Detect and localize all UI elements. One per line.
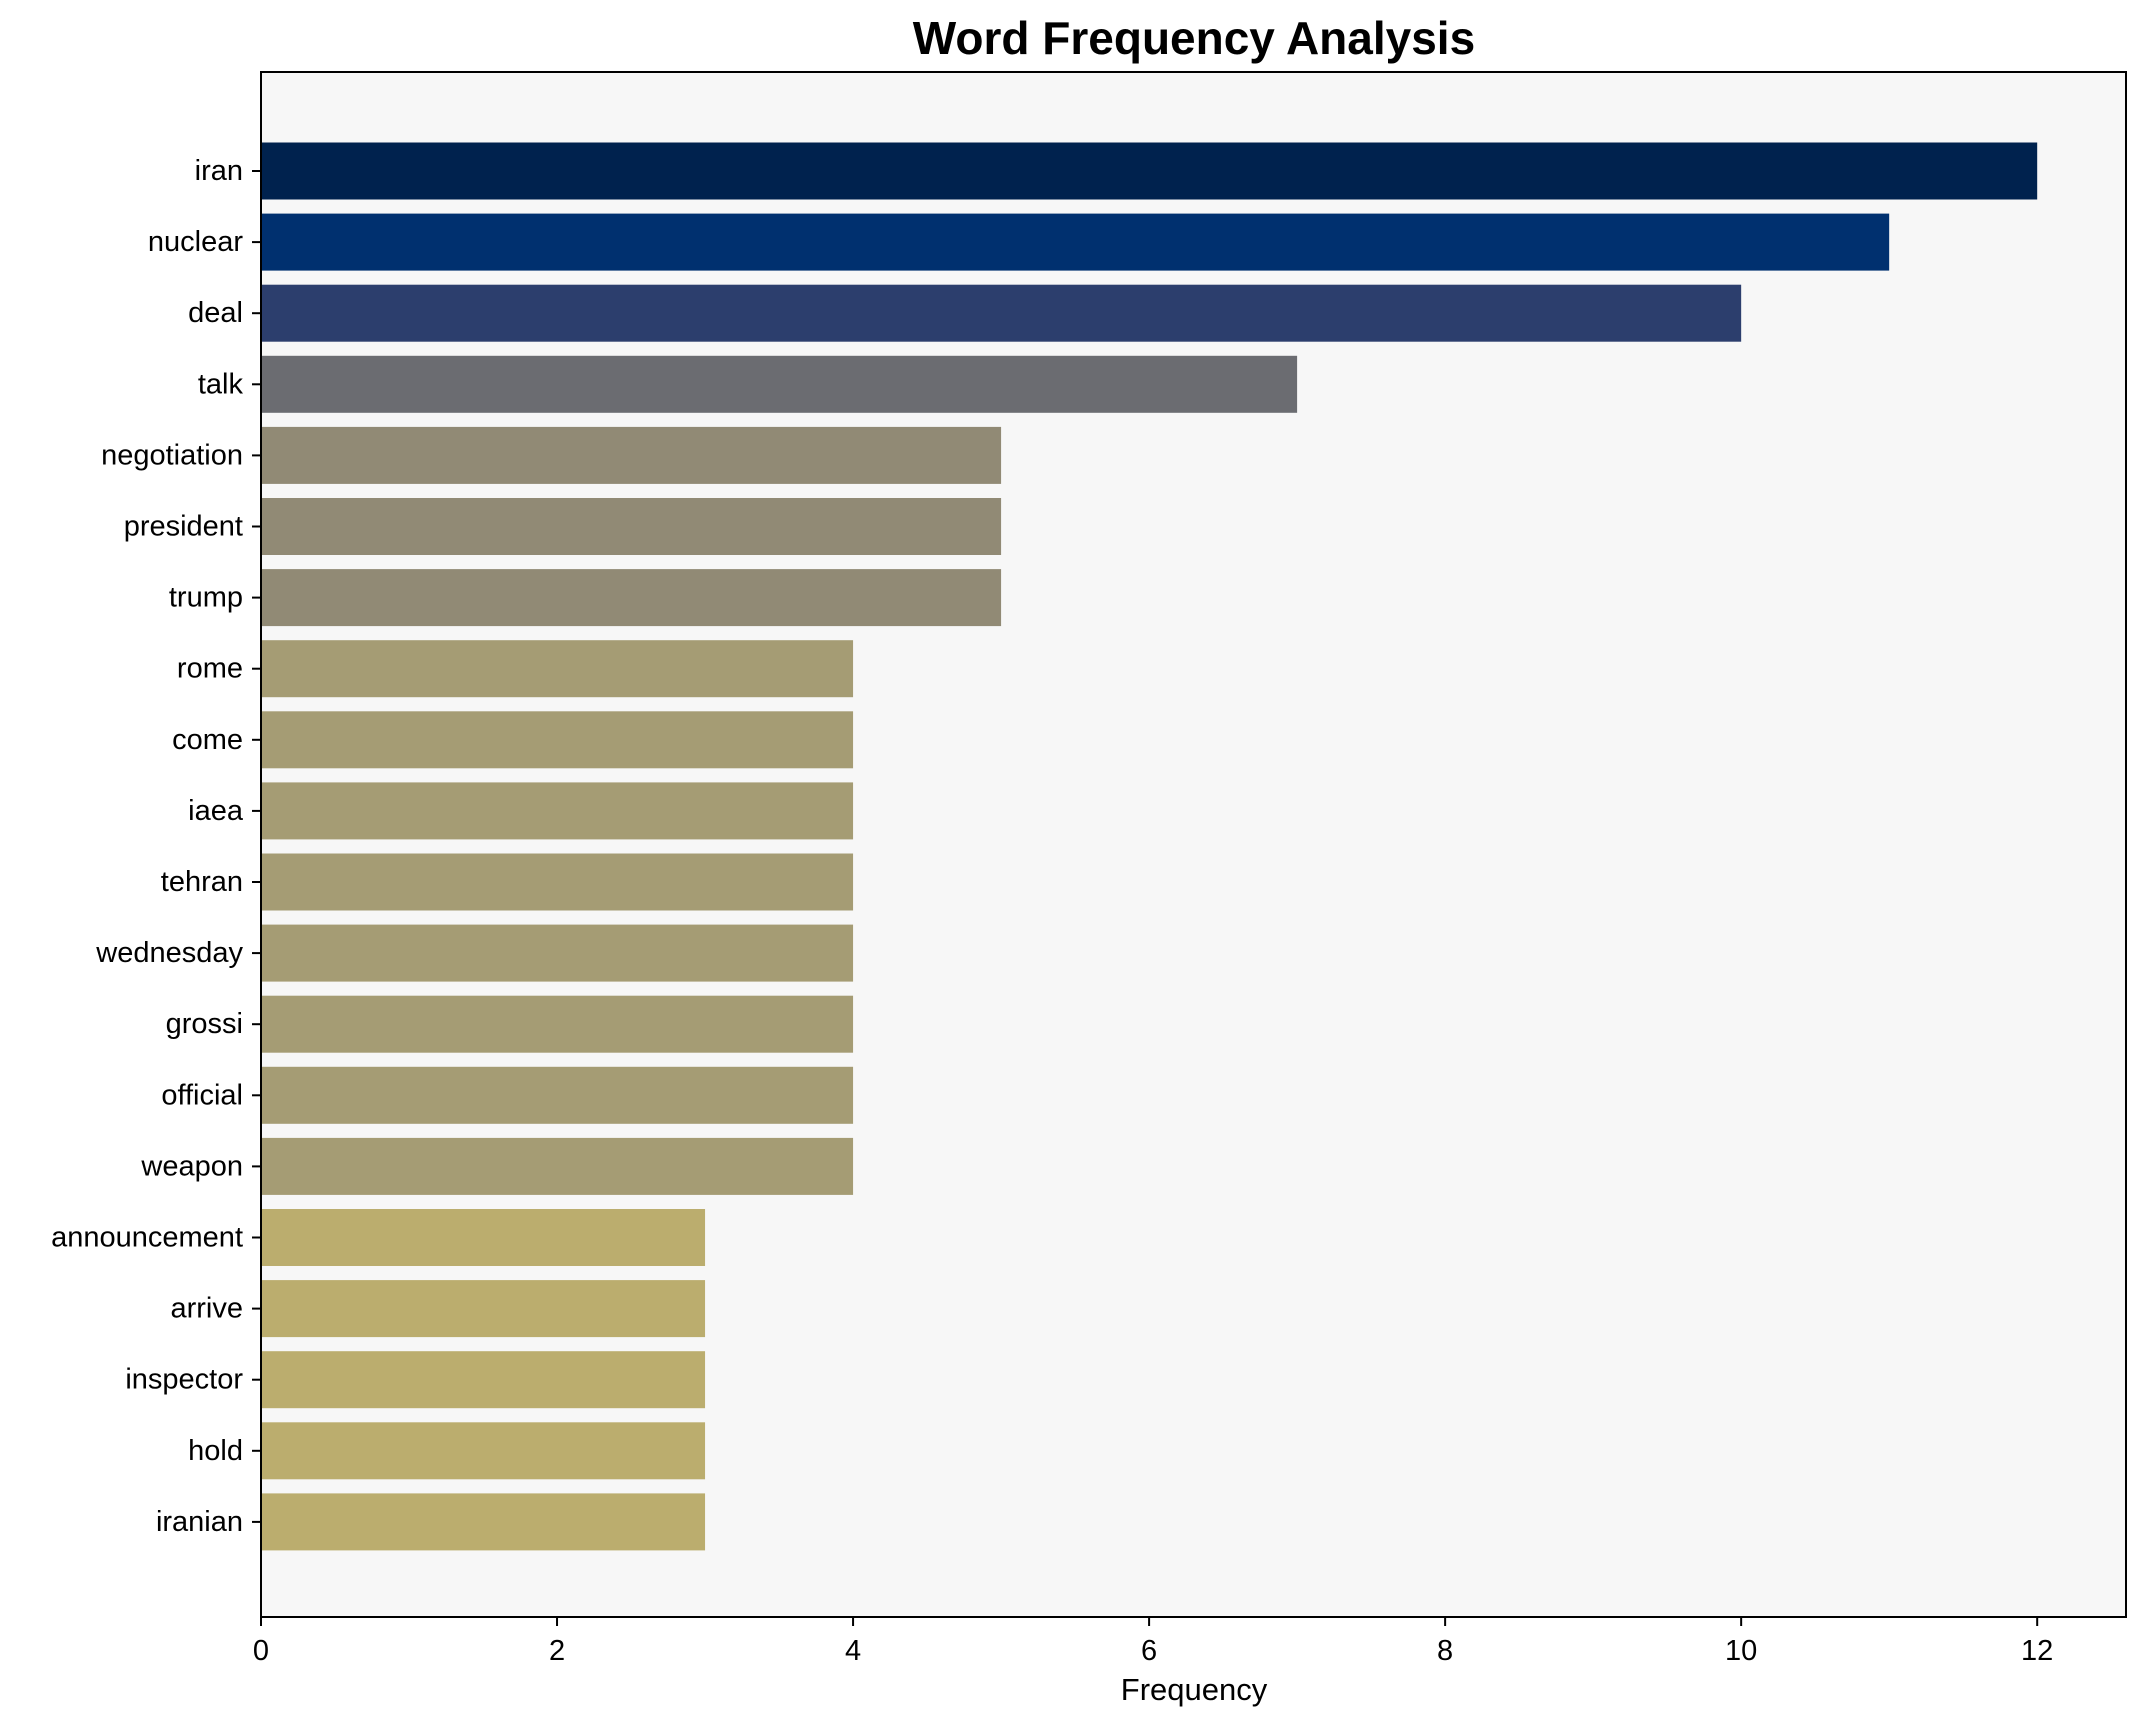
- x-tick-label-12: 12: [2021, 1635, 2053, 1667]
- y-tick-label-talk: talk: [198, 368, 244, 400]
- bar-trump: [261, 569, 1002, 627]
- chart-title: Word Frequency Analysis: [913, 12, 1475, 64]
- bar-official: [261, 1066, 854, 1124]
- y-tick-label-arrive: arrive: [170, 1293, 243, 1325]
- y-tick-label-weapon: weapon: [140, 1150, 243, 1182]
- y-tick-label-negotiation: negotiation: [101, 439, 243, 471]
- bar-president: [261, 498, 1002, 555]
- x-tick-label-6: 6: [1141, 1635, 1157, 1667]
- y-tick-label-hold: hold: [188, 1435, 243, 1467]
- y-tick-label-iranian: iranian: [156, 1506, 243, 1538]
- x-tick-label-2: 2: [549, 1635, 565, 1667]
- y-tick-label-tehran: tehran: [161, 866, 243, 898]
- bar-arrive: [261, 1280, 706, 1338]
- bars-group: [261, 142, 2038, 1551]
- y-tick-label-nuclear: nuclear: [148, 226, 243, 258]
- y-tick-label-iaea: iaea: [188, 795, 244, 827]
- bar-weapon: [261, 1137, 854, 1195]
- bar-wednesday: [261, 924, 854, 982]
- y-tick-label-wednesday: wednesday: [95, 937, 243, 969]
- y-tick-label-announcement: announcement: [51, 1222, 243, 1254]
- x-axis: 0 2 4 6 8 10 12: [253, 1617, 2053, 1667]
- y-tick-label-inspector: inspector: [125, 1364, 243, 1396]
- x-axis-label: Frequency: [1121, 1672, 1268, 1707]
- plot-frame: [260, 71, 2127, 1618]
- y-tick-label-deal: deal: [188, 297, 243, 329]
- bar-inspector: [261, 1351, 706, 1409]
- bar-grossi: [261, 995, 854, 1053]
- bar-announcement: [261, 1209, 706, 1266]
- bar-nuclear: [261, 213, 1890, 271]
- x-tick-label-0: 0: [253, 1635, 269, 1667]
- x-tick-label-10: 10: [1725, 1635, 1757, 1667]
- y-tick-label-come: come: [172, 724, 243, 756]
- bar-iaea: [261, 782, 854, 840]
- x-tick-label-8: 8: [1437, 1635, 1453, 1667]
- y-tick-label-grossi: grossi: [166, 1008, 243, 1040]
- bar-hold: [261, 1422, 706, 1480]
- bar-iranian: [261, 1493, 706, 1551]
- bar-talk: [261, 355, 1298, 413]
- y-tick-label-trump: trump: [169, 582, 243, 614]
- y-tick-label-iran: iran: [195, 155, 243, 187]
- bar-negotiation: [261, 426, 1002, 484]
- bar-iran: [261, 142, 2038, 200]
- bar-deal: [261, 284, 1742, 342]
- bar-come: [261, 711, 854, 769]
- y-tick-label-president: president: [124, 511, 243, 543]
- bar-tehran: [261, 853, 854, 911]
- bar-rome: [261, 640, 854, 698]
- x-tick-label-4: 4: [845, 1635, 861, 1667]
- y-tick-label-official: official: [161, 1079, 243, 1111]
- y-tick-label-rome: rome: [177, 653, 243, 685]
- y-axis: iran nuclear deal talk negotiation president t…: [51, 155, 261, 1538]
